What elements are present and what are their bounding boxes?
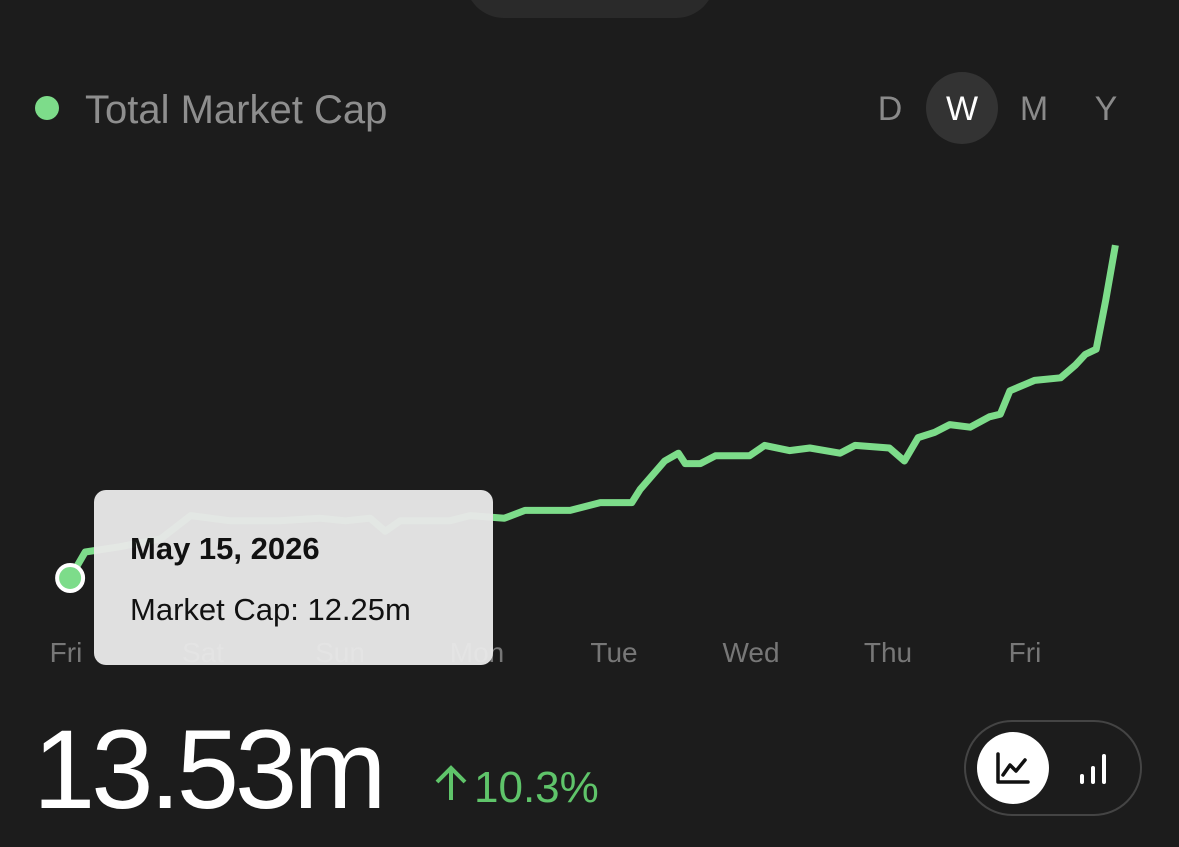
- legend-dot: [35, 96, 59, 120]
- range-selected-bg: [926, 72, 998, 144]
- chart-toggle[interactable]: [964, 720, 1142, 816]
- up-arrow: [435, 765, 467, 800]
- range-button[interactable]: Y: [1095, 90, 1118, 128]
- tooltip: May 15, 2026 Market Cap: 12.25m: [94, 490, 493, 665]
- x-tick-label: Thu: [864, 637, 912, 668]
- x-tick-label: Wed: [722, 637, 779, 668]
- range-button[interactable]: M: [1020, 90, 1048, 128]
- x-tick-label: Fri: [1009, 637, 1042, 668]
- range-button[interactable]: D: [878, 90, 903, 128]
- title: Total Market Cap: [85, 88, 387, 132]
- top-pill: [471, 0, 709, 18]
- line-chart-icon: [996, 752, 1030, 784]
- range-button[interactable]: W: [946, 90, 978, 128]
- current-value: 13.53m: [33, 707, 383, 832]
- x-tick-label: Fri: [50, 637, 83, 668]
- change-percent: 10.3%: [474, 763, 599, 812]
- tooltip-text: Market Cap: 12.25m: [130, 592, 411, 627]
- x-tick-label: Tue: [590, 637, 637, 668]
- tooltip-box: [94, 490, 493, 665]
- tooltip-date: May 15, 2026: [130, 531, 320, 566]
- selected-point: [55, 563, 86, 593]
- bar-chart-icon[interactable]: [1080, 754, 1106, 784]
